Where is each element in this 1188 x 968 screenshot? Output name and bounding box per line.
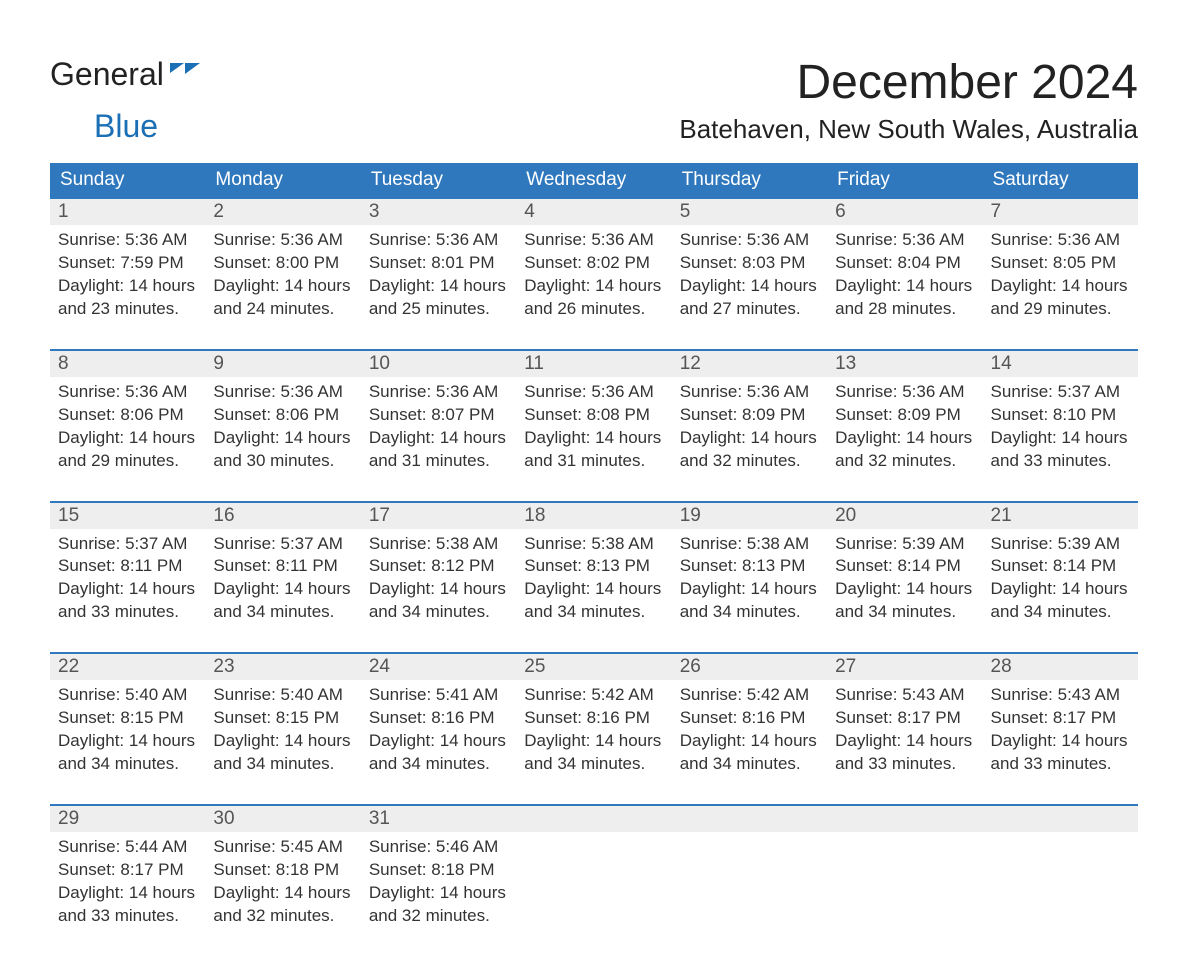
day-detail: Sunrise: 5:43 AMSunset: 8:17 PMDaylight:… xyxy=(827,680,982,805)
day-detail xyxy=(516,832,671,938)
detail-row: Sunrise: 5:44 AMSunset: 8:17 PMDaylight:… xyxy=(50,832,1138,938)
day-number xyxy=(827,806,982,832)
day-detail: Sunrise: 5:36 AMSunset: 8:03 PMDaylight:… xyxy=(672,225,827,350)
day-number: 27 xyxy=(827,654,982,680)
day-detail: Sunrise: 5:43 AMSunset: 8:17 PMDaylight:… xyxy=(983,680,1138,805)
day-number: 23 xyxy=(205,654,360,680)
daynum-row: 293031 xyxy=(50,806,1138,832)
day-detail xyxy=(983,832,1138,938)
day-number xyxy=(672,806,827,832)
day-detail xyxy=(672,832,827,938)
day-detail: Sunrise: 5:41 AMSunset: 8:16 PMDaylight:… xyxy=(361,680,516,805)
day-detail: Sunrise: 5:37 AMSunset: 8:11 PMDaylight:… xyxy=(205,529,360,654)
day-detail: Sunrise: 5:36 AMSunset: 8:02 PMDaylight:… xyxy=(516,225,671,350)
brand-word-2: Blue xyxy=(94,108,158,144)
day-detail: Sunrise: 5:36 AMSunset: 8:07 PMDaylight:… xyxy=(361,377,516,502)
day-number: 31 xyxy=(361,806,516,832)
dow-tuesday: Tuesday xyxy=(361,163,516,198)
day-detail: Sunrise: 5:36 AMSunset: 8:04 PMDaylight:… xyxy=(827,225,982,350)
day-number: 3 xyxy=(361,199,516,225)
day-number: 25 xyxy=(516,654,671,680)
day-detail: Sunrise: 5:36 AMSunset: 8:01 PMDaylight:… xyxy=(361,225,516,350)
dow-sunday: Sunday xyxy=(50,163,205,198)
day-number: 28 xyxy=(983,654,1138,680)
day-number: 29 xyxy=(50,806,205,832)
day-detail: Sunrise: 5:38 AMSunset: 8:13 PMDaylight:… xyxy=(516,529,671,654)
day-number xyxy=(983,806,1138,832)
day-detail: Sunrise: 5:39 AMSunset: 8:14 PMDaylight:… xyxy=(983,529,1138,654)
detail-row: Sunrise: 5:37 AMSunset: 8:11 PMDaylight:… xyxy=(50,529,1138,654)
daynum-row: 15161718192021 xyxy=(50,503,1138,529)
day-number: 4 xyxy=(516,199,671,225)
day-number: 16 xyxy=(205,503,360,529)
day-detail: Sunrise: 5:36 AMSunset: 8:06 PMDaylight:… xyxy=(50,377,205,502)
day-number: 1 xyxy=(50,199,205,225)
day-detail: Sunrise: 5:38 AMSunset: 8:13 PMDaylight:… xyxy=(672,529,827,654)
day-number: 9 xyxy=(205,351,360,377)
day-detail: Sunrise: 5:39 AMSunset: 8:14 PMDaylight:… xyxy=(827,529,982,654)
day-number: 7 xyxy=(983,199,1138,225)
day-detail: Sunrise: 5:40 AMSunset: 8:15 PMDaylight:… xyxy=(205,680,360,805)
day-number: 5 xyxy=(672,199,827,225)
detail-row: Sunrise: 5:36 AMSunset: 8:06 PMDaylight:… xyxy=(50,377,1138,502)
day-detail: Sunrise: 5:36 AMSunset: 7:59 PMDaylight:… xyxy=(50,225,205,350)
day-number: 22 xyxy=(50,654,205,680)
dow-monday: Monday xyxy=(205,163,360,198)
day-number: 8 xyxy=(50,351,205,377)
day-detail: Sunrise: 5:37 AMSunset: 8:10 PMDaylight:… xyxy=(983,377,1138,502)
flag-icon xyxy=(170,58,200,92)
brand-logo: General Blue xyxy=(50,40,200,143)
day-detail: Sunrise: 5:38 AMSunset: 8:12 PMDaylight:… xyxy=(361,529,516,654)
day-number: 6 xyxy=(827,199,982,225)
dow-wednesday: Wednesday xyxy=(516,163,671,198)
day-detail xyxy=(827,832,982,938)
day-number: 11 xyxy=(516,351,671,377)
day-number: 14 xyxy=(983,351,1138,377)
day-number xyxy=(516,806,671,832)
calendar-table: SundayMondayTuesdayWednesdayThursdayFrid… xyxy=(50,163,1138,938)
day-detail: Sunrise: 5:40 AMSunset: 8:15 PMDaylight:… xyxy=(50,680,205,805)
day-number: 18 xyxy=(516,503,671,529)
daynum-row: 1234567 xyxy=(50,199,1138,225)
dow-thursday: Thursday xyxy=(672,163,827,198)
day-number: 19 xyxy=(672,503,827,529)
dow-friday: Friday xyxy=(827,163,982,198)
daynum-row: 891011121314 xyxy=(50,351,1138,377)
day-number: 20 xyxy=(827,503,982,529)
detail-row: Sunrise: 5:36 AMSunset: 7:59 PMDaylight:… xyxy=(50,225,1138,350)
day-detail: Sunrise: 5:36 AMSunset: 8:08 PMDaylight:… xyxy=(516,377,671,502)
day-number: 26 xyxy=(672,654,827,680)
day-number: 30 xyxy=(205,806,360,832)
day-number: 17 xyxy=(361,503,516,529)
day-detail: Sunrise: 5:45 AMSunset: 8:18 PMDaylight:… xyxy=(205,832,360,938)
detail-row: Sunrise: 5:40 AMSunset: 8:15 PMDaylight:… xyxy=(50,680,1138,805)
day-number: 13 xyxy=(827,351,982,377)
dow-row: SundayMondayTuesdayWednesdayThursdayFrid… xyxy=(50,163,1138,198)
day-detail: Sunrise: 5:46 AMSunset: 8:18 PMDaylight:… xyxy=(361,832,516,938)
month-title: December 2024 xyxy=(679,55,1138,110)
day-number: 21 xyxy=(983,503,1138,529)
day-detail: Sunrise: 5:42 AMSunset: 8:16 PMDaylight:… xyxy=(516,680,671,805)
day-detail: Sunrise: 5:44 AMSunset: 8:17 PMDaylight:… xyxy=(50,832,205,938)
day-detail: Sunrise: 5:36 AMSunset: 8:06 PMDaylight:… xyxy=(205,377,360,502)
day-number: 12 xyxy=(672,351,827,377)
day-detail: Sunrise: 5:42 AMSunset: 8:16 PMDaylight:… xyxy=(672,680,827,805)
day-number: 15 xyxy=(50,503,205,529)
dow-saturday: Saturday xyxy=(983,163,1138,198)
title-block: December 2024 Batehaven, New South Wales… xyxy=(679,40,1138,163)
day-number: 2 xyxy=(205,199,360,225)
calendar-page: General Blue December 2024 Batehaven, Ne… xyxy=(0,0,1188,968)
brand-word-1: General xyxy=(50,58,164,92)
day-detail: Sunrise: 5:36 AMSunset: 8:09 PMDaylight:… xyxy=(827,377,982,502)
header: General Blue December 2024 Batehaven, Ne… xyxy=(50,40,1138,163)
location: Batehaven, New South Wales, Australia xyxy=(679,114,1138,145)
day-detail: Sunrise: 5:36 AMSunset: 8:05 PMDaylight:… xyxy=(983,225,1138,350)
daynum-row: 22232425262728 xyxy=(50,654,1138,680)
day-detail: Sunrise: 5:37 AMSunset: 8:11 PMDaylight:… xyxy=(50,529,205,654)
day-number: 10 xyxy=(361,351,516,377)
day-detail: Sunrise: 5:36 AMSunset: 8:09 PMDaylight:… xyxy=(672,377,827,502)
day-number: 24 xyxy=(361,654,516,680)
day-detail: Sunrise: 5:36 AMSunset: 8:00 PMDaylight:… xyxy=(205,225,360,350)
